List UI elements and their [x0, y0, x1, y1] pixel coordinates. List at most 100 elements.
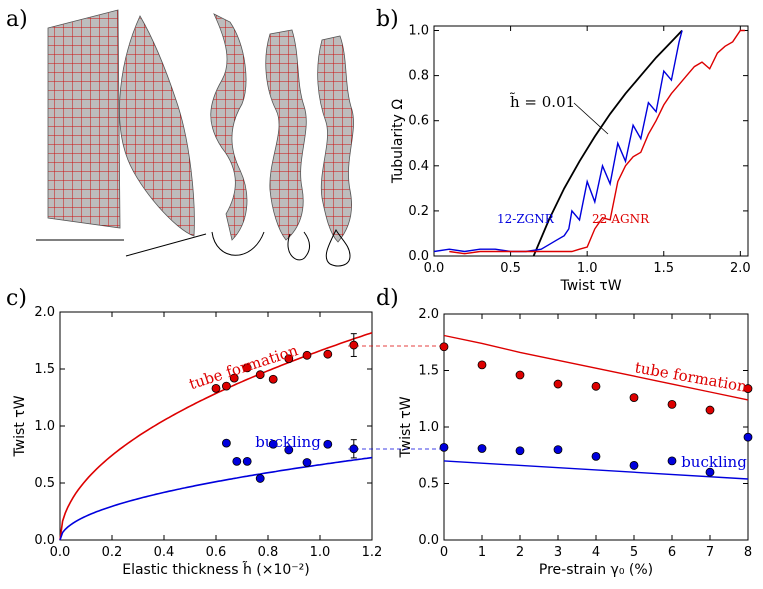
trend-line-tube: [443, 334, 749, 401]
data-point-tube: [284, 354, 294, 364]
y-axis-label: Tubularity Ω: [390, 99, 406, 184]
data-point-tube: [591, 381, 601, 391]
fit-curve-buckling: [59, 456, 373, 541]
plot-frame: [433, 25, 749, 257]
x-tick-label: 7: [706, 545, 714, 560]
x-tick-label: 0.0: [50, 545, 71, 560]
panel-label-b: b): [376, 7, 399, 32]
x-axis-label: Elastic thickness h̃ (×10⁻²): [122, 561, 310, 578]
y-tick-label: 1.0: [34, 419, 55, 434]
x-tick-label: 0.0: [424, 261, 445, 276]
data-point-buckling: [705, 467, 715, 477]
data-point-tube: [667, 399, 677, 409]
data-point-tube: [242, 363, 252, 373]
series-label-buckling: buckling: [255, 433, 321, 451]
data-point-tube: [211, 383, 221, 393]
data-point-buckling: [268, 439, 278, 449]
data-point-buckling: [232, 456, 242, 466]
data-point-buckling: [553, 445, 563, 455]
data-point-tube: [302, 350, 312, 360]
x-tick-label: 0: [440, 545, 448, 560]
series-label-tube: tube formation: [633, 358, 748, 395]
plot-frame: [443, 313, 749, 541]
data-point-buckling: [242, 456, 252, 466]
y-tick-label: 1.0: [418, 420, 439, 435]
y-tick-label: 2.0: [418, 307, 439, 322]
annotation-h: h̃ = 0.01: [509, 93, 575, 111]
x-tick-label: 2: [516, 545, 524, 560]
x-tick-label: 6: [668, 545, 676, 560]
prestrain-chart: 0 1 2 3 4 5 6 7 8 0.0 0.5 1.0 1.5 2.0 Pre-strain γ₀ (%…: [398, 307, 753, 578]
data-point-buckling: [284, 445, 294, 455]
data-point-tube: [629, 393, 639, 403]
series-line-12zgnr: [433, 30, 683, 253]
y-tick-label: 0.0: [34, 533, 55, 548]
x-tick-label: 1: [478, 545, 486, 560]
y-axis-label: Twist τW: [12, 395, 28, 457]
data-point-buckling: [743, 432, 753, 442]
data-point-tube: [477, 360, 487, 370]
data-point-buckling: [439, 442, 449, 452]
y-tick-label: 0.0: [408, 249, 429, 264]
y-axis-label: Twist τW: [398, 396, 414, 458]
cross-section-curved-icon: [211, 231, 265, 256]
data-point-tube: [255, 370, 265, 380]
data-point-buckling: [302, 458, 312, 467]
data-point-tube: [349, 340, 359, 350]
panel-label-a: a): [6, 7, 28, 32]
cross-section-tilted-icon: [125, 233, 207, 257]
series-line-h001: [532, 29, 683, 257]
x-tick-label: 0.2: [102, 545, 123, 560]
data-point-buckling: [221, 438, 231, 448]
y-tick-label: 0.5: [34, 476, 55, 491]
data-point-tube: [268, 374, 278, 384]
data-point-buckling: [515, 446, 525, 456]
ribbon-illustrations: [36, 9, 354, 267]
series-label-buckling: buckling: [681, 453, 747, 471]
data-point-buckling: [667, 456, 677, 466]
x-axis-label: Twist τW: [559, 278, 621, 294]
cross-section-u-icon: [287, 231, 311, 261]
x-tick-label: 0.4: [154, 545, 175, 560]
panel-label-c: c): [6, 286, 27, 311]
y-tick-label: 0.5: [418, 477, 439, 492]
annotation-pointer: [573, 102, 609, 135]
series-label-tube: tube formation: [187, 341, 301, 393]
data-point-tube: [515, 370, 525, 380]
x-tick-label: 3: [554, 545, 562, 560]
data-point-tube: [221, 381, 231, 391]
data-point-tube: [439, 342, 449, 352]
y-tick-label: 1.0: [408, 24, 429, 39]
plot-frame: [59, 311, 373, 541]
series-label-22agnr: 22-AGNR: [592, 212, 650, 226]
x-tick-label: 1.0: [310, 545, 331, 560]
tubularity-chart: 0.0 0.5 1.0 1.5 2.0 0.0 0.2 0.4 0.6 0.8 1.0 Twist τ…: [390, 24, 751, 294]
y-tick-label: 0.0: [418, 533, 439, 548]
y-tick-label: 0.4: [408, 159, 429, 174]
data-point-tube: [705, 405, 715, 415]
y-tick-label: 0.6: [408, 114, 429, 129]
thickness-chart: 0.0 0.2 0.4 0.6 0.8 1.0 1.2 0.0 0.5 1.0 1.5 2.0 Elas…: [12, 305, 382, 578]
series-line-22agnr: [449, 29, 745, 255]
y-tick-label: 2.0: [34, 305, 55, 320]
x-tick-label: 0.6: [206, 545, 227, 560]
x-tick-label: 0.8: [258, 545, 279, 560]
data-point-tube: [229, 373, 239, 383]
panel-label-d: d): [376, 286, 399, 311]
data-point-tube: [323, 349, 333, 359]
x-tick-label: 5: [630, 545, 638, 560]
ribbon-buckled-illustration: [210, 13, 248, 241]
series-label-12zgnr: 12-ZGNR: [497, 212, 555, 226]
data-point-buckling: [477, 444, 487, 453]
x-axis-label: Pre-strain γ₀ (%): [539, 562, 653, 578]
data-point-buckling: [629, 461, 639, 470]
ribbon-tube-illustration: [265, 29, 307, 241]
ribbon-twisted-illustration: [119, 15, 195, 237]
x-tick-label: 0.5: [500, 261, 521, 276]
y-tick-label: 0.2: [408, 204, 429, 219]
x-tick-label: 1.0: [577, 261, 598, 276]
x-tick-label: 2.0: [730, 261, 751, 276]
trend-line-buckling: [443, 460, 749, 480]
ribbon-tube-closed-illustration: [317, 35, 354, 243]
